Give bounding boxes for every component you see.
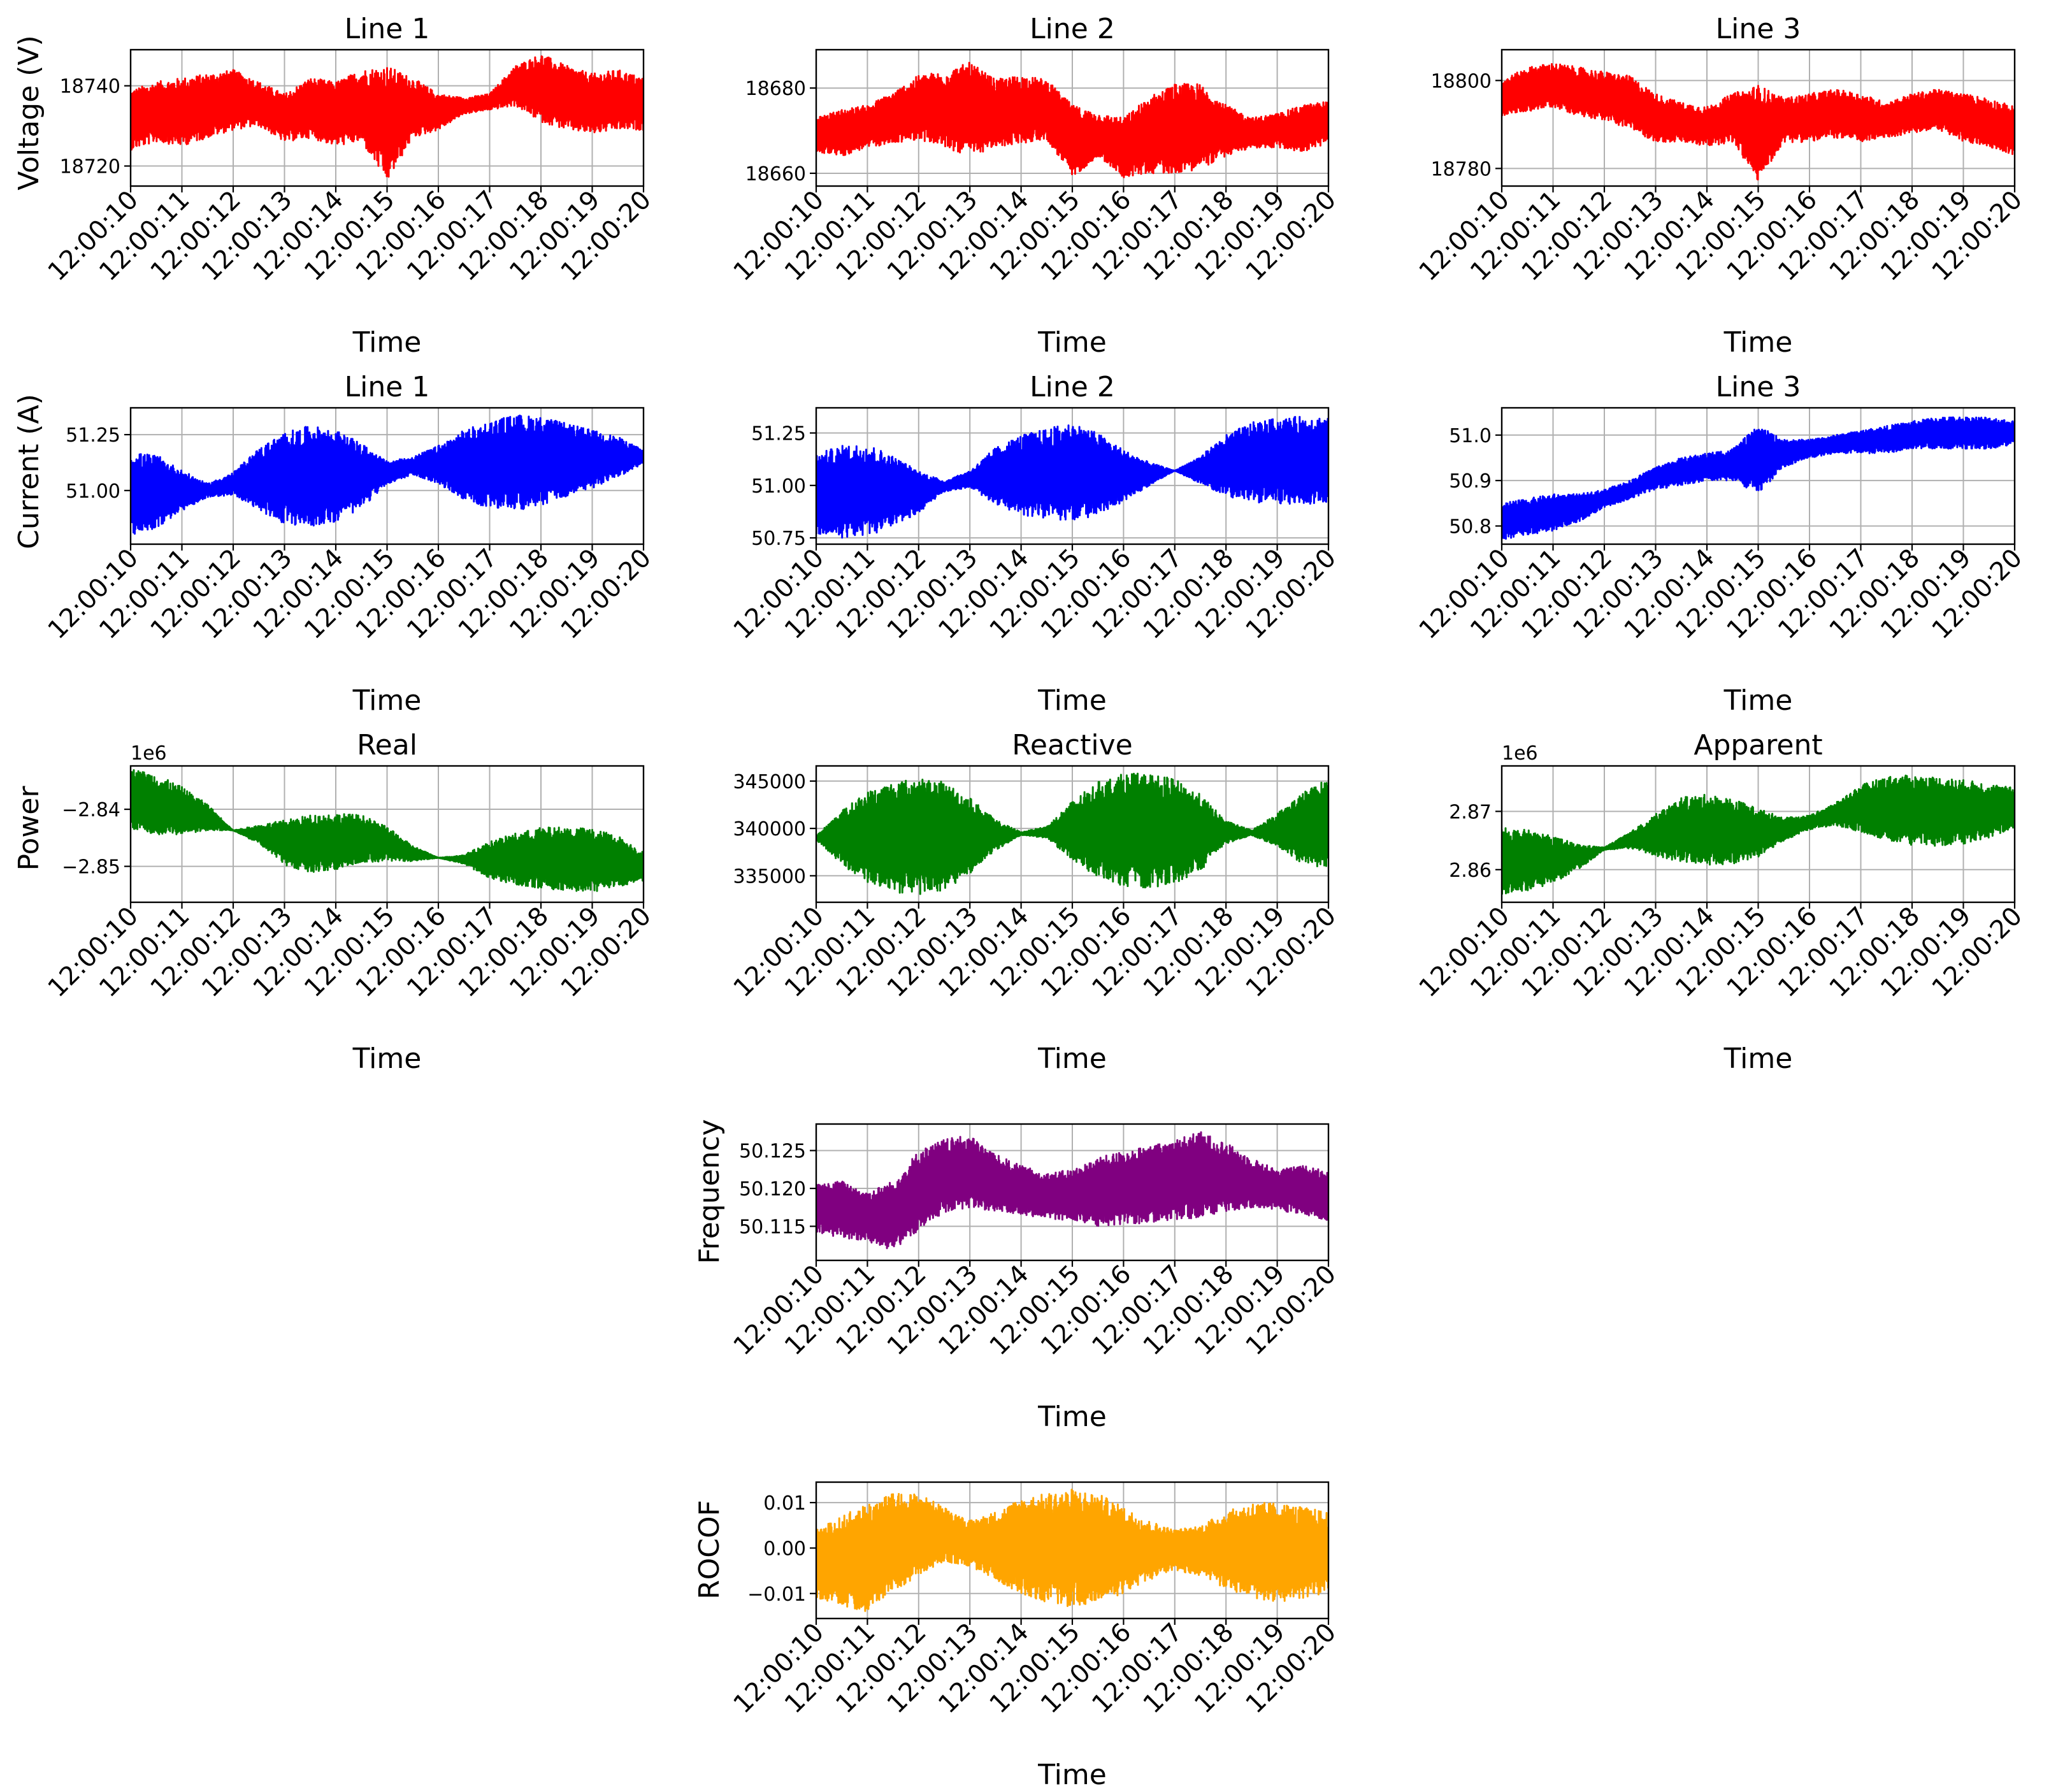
ytick-label-current-line1-0: 51.00 [66, 480, 120, 503]
panel-power-real: −2.85−2.8412:00:1012:00:1112:00:1212:00:… [43, 729, 658, 1075]
panel-current-line2: 50.7551.0051.2512:00:1012:00:1112:00:121… [728, 371, 1342, 717]
title-current-line2: Line 2 [1030, 371, 1115, 403]
ylabel-rocof: ROCOF [693, 1500, 726, 1599]
title-power-real: Real [357, 729, 417, 761]
panel-current-line3: 50.850.951.012:00:1012:00:1112:00:1212:0… [1414, 371, 2029, 717]
ytick-label-current-line3-2: 51.0 [1449, 425, 1492, 447]
ytick-label-frequency-0: 50.115 [739, 1216, 806, 1239]
title-current-line1: Line 1 [345, 371, 430, 403]
ytick-label-voltage-line1-0: 18720 [60, 156, 120, 178]
ylabel-voltage: Voltage (V) [13, 35, 45, 190]
xlabel-current-line1: Time [352, 684, 422, 717]
ytick-label-rocof-2: 0.01 [763, 1492, 806, 1515]
panel-voltage-line2: 186601868012:00:1012:00:1112:00:1212:00:… [728, 13, 1342, 359]
ytick-label-power-reactive-1: 340000 [733, 818, 806, 840]
ytick-label-frequency-1: 50.120 [739, 1178, 806, 1200]
ytick-label-voltage-line2-0: 18660 [745, 163, 806, 185]
ytick-label-current-line2-2: 51.25 [751, 423, 806, 445]
ytick-label-power-apparent-0: 2.86 [1449, 860, 1492, 882]
ytick-label-current-line3-0: 50.8 [1449, 515, 1492, 538]
series-line-power-reactive [816, 772, 1328, 895]
ytick-label-voltage-line1-1: 18740 [60, 76, 120, 98]
panel-rocof: −0.010.000.0112:00:1012:00:1112:00:1212:… [728, 1481, 1342, 1788]
ytick-label-current-line2-0: 50.75 [751, 528, 806, 550]
xlabel-current-line3: Time [1723, 684, 1793, 717]
series-line-current-line3 [1502, 416, 2015, 540]
series-line-power-real [131, 769, 644, 892]
panel-current-line1: 51.0051.2512:00:1012:00:1112:00:1212:00:… [43, 371, 658, 717]
ytick-label-power-reactive-0: 335000 [733, 865, 806, 888]
series-line-rocof [816, 1489, 1328, 1612]
panel-voltage-line3: 187801880012:00:1012:00:1112:00:1212:00:… [1414, 13, 2029, 359]
xlabel-frequency: Time [1037, 1401, 1107, 1433]
panel-power-apparent: 2.862.8712:00:1012:00:1112:00:1212:00:13… [1414, 729, 2029, 1075]
ytick-label-current-line1-1: 51.25 [66, 424, 120, 447]
series-line-voltage-line3 [1502, 63, 2015, 181]
series-line-frequency [816, 1131, 1328, 1250]
ytick-label-power-real-0: −2.85 [62, 856, 120, 879]
title-voltage-line3: Line 3 [1716, 13, 1801, 45]
title-voltage-line2: Line 2 [1030, 13, 1115, 45]
xlabel-power-reactive: Time [1037, 1042, 1107, 1075]
title-power-apparent: Apparent [1694, 729, 1822, 761]
ytick-label-current-line3-1: 50.9 [1449, 470, 1492, 493]
xlabel-power-real: Time [352, 1042, 422, 1075]
xlabel-voltage-line2: Time [1037, 326, 1107, 359]
panel-power-reactive: 33500034000034500012:00:1012:00:1112:00:… [728, 729, 1342, 1075]
ytick-label-rocof-1: 0.00 [763, 1538, 806, 1560]
ytick-label-frequency-2: 50.125 [739, 1141, 806, 1163]
series-line-current-line2 [816, 415, 1328, 539]
xlabel-power-apparent: Time [1723, 1042, 1793, 1075]
ytick-label-voltage-line2-1: 18680 [745, 78, 806, 100]
xlabel-current-line2: Time [1037, 684, 1107, 717]
series-line-voltage-line1 [131, 55, 644, 178]
xlabel-voltage-line3: Time [1723, 326, 1793, 359]
ylabel-current: Current (A) [13, 394, 45, 549]
series-line-voltage-line2 [816, 62, 1328, 178]
ytick-label-current-line2-1: 51.00 [751, 475, 806, 498]
ylabel-power: Power [13, 786, 45, 871]
ytick-label-voltage-line3-1: 18800 [1431, 70, 1492, 92]
ytick-label-power-apparent-1: 2.87 [1449, 801, 1492, 823]
ylabel-frequency: Frequency [693, 1119, 726, 1264]
ytick-label-power-real-1: −2.84 [62, 799, 120, 821]
title-current-line3: Line 3 [1716, 371, 1801, 403]
xlabel-voltage-line1: Time [352, 326, 422, 359]
offset-label-power-real: 1e6 [131, 742, 167, 765]
title-power-reactive: Reactive [1012, 729, 1132, 761]
ytick-label-power-reactive-2: 345000 [733, 771, 806, 793]
series-line-current-line1 [131, 414, 644, 535]
panel-voltage-line1: 187201874012:00:1012:00:1112:00:1212:00:… [43, 13, 658, 359]
xlabel-rocof: Time [1037, 1759, 1107, 1788]
panel-frequency: 50.11550.12050.12512:00:1012:00:1112:00:… [728, 1123, 1342, 1433]
ytick-label-voltage-line3-0: 18780 [1431, 158, 1492, 180]
ytick-label-rocof-0: −0.01 [747, 1583, 806, 1606]
offset-label-power-apparent: 1e6 [1502, 742, 1538, 765]
title-voltage-line1: Line 1 [345, 13, 430, 45]
series-line-power-apparent [1502, 774, 2015, 895]
